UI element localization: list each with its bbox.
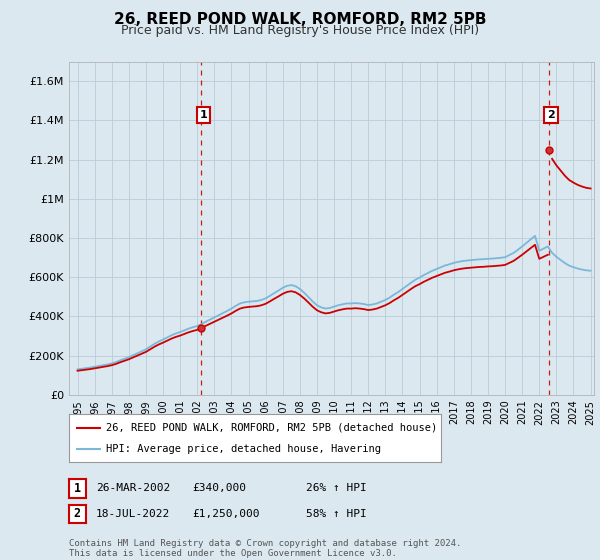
Text: 26-MAR-2002: 26-MAR-2002 xyxy=(96,483,170,493)
Text: £340,000: £340,000 xyxy=(192,483,246,493)
Text: 2: 2 xyxy=(547,110,555,120)
Text: 18-JUL-2022: 18-JUL-2022 xyxy=(96,508,170,519)
Text: 26% ↑ HPI: 26% ↑ HPI xyxy=(306,483,367,493)
Text: Contains HM Land Registry data © Crown copyright and database right 2024.
This d: Contains HM Land Registry data © Crown c… xyxy=(69,539,461,558)
Text: 58% ↑ HPI: 58% ↑ HPI xyxy=(306,508,367,519)
Text: £1,250,000: £1,250,000 xyxy=(192,508,260,519)
Text: Price paid vs. HM Land Registry's House Price Index (HPI): Price paid vs. HM Land Registry's House … xyxy=(121,24,479,36)
Text: 26, REED POND WALK, ROMFORD, RM2 5PB (detached house): 26, REED POND WALK, ROMFORD, RM2 5PB (de… xyxy=(106,423,437,433)
Text: 26, REED POND WALK, ROMFORD, RM2 5PB: 26, REED POND WALK, ROMFORD, RM2 5PB xyxy=(114,12,486,27)
Text: 2: 2 xyxy=(74,507,81,520)
Text: 1: 1 xyxy=(74,482,81,495)
Text: 1: 1 xyxy=(200,110,208,120)
Text: HPI: Average price, detached house, Havering: HPI: Average price, detached house, Have… xyxy=(106,444,381,454)
